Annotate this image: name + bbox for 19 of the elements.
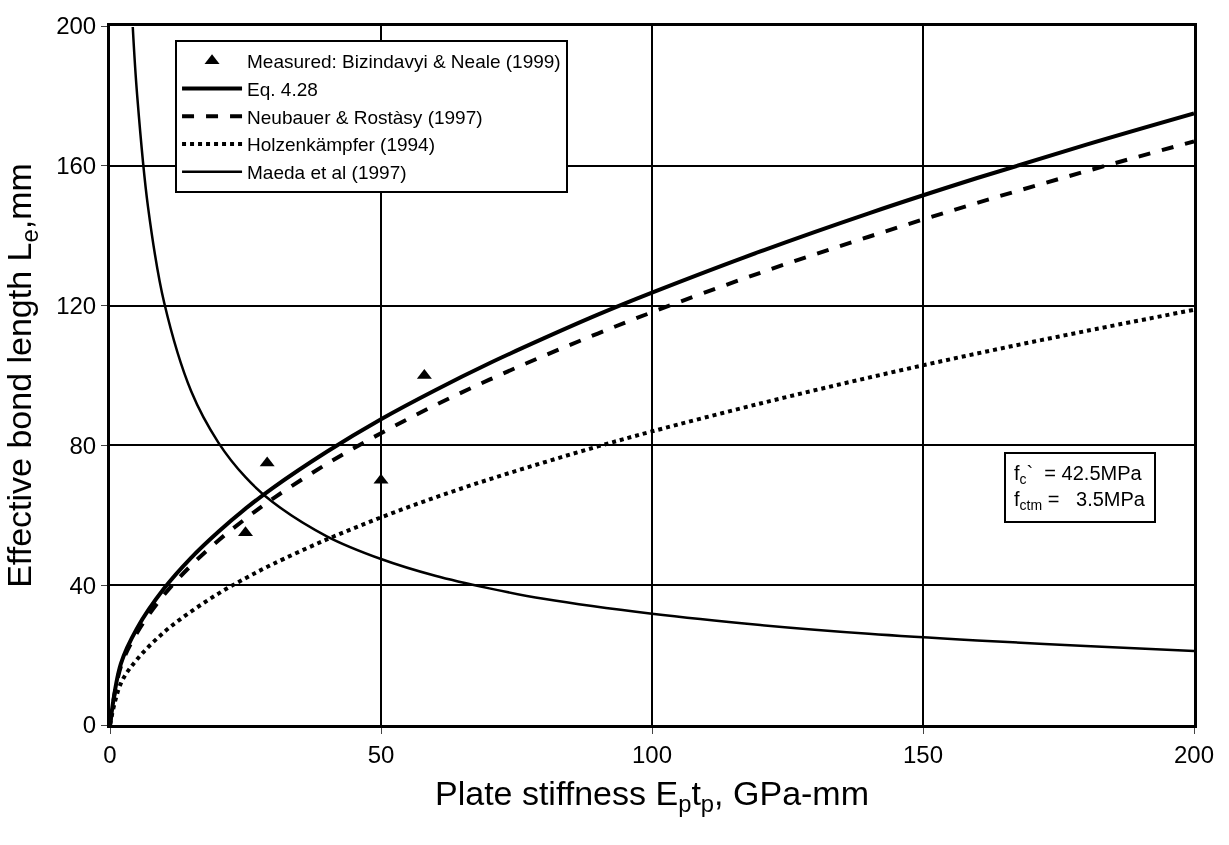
x-axis-title: Plate stiffness E$_{p}$t$_{p}$, GPa-mm xyxy=(434,774,870,818)
x-tick-label: 0 xyxy=(103,740,117,768)
legend-label: Neubauer & Rostàsy (1997) xyxy=(247,106,483,128)
annotation: f$_{ctm}$ = 3.5MPa xyxy=(1014,488,1146,514)
x-tick-label: 200 xyxy=(1173,740,1215,768)
legend-label: Measured: Bizindavyi & Neale (1999) xyxy=(247,51,561,73)
y-tick-label: 120 xyxy=(56,292,97,319)
legend-label: Maeda et al (1997) xyxy=(247,162,407,184)
y-tick-label: 40 xyxy=(69,571,97,599)
x-tick-label: 50 xyxy=(367,740,395,768)
y-tick-label: 0 xyxy=(82,711,97,739)
y-tick-label: 80 xyxy=(69,431,97,459)
legend-label: Eq. 4.28 xyxy=(247,78,318,100)
y-tick-label: 160 xyxy=(56,152,97,180)
y-tick-label: 200 xyxy=(56,12,97,40)
legend-label: Holzenkämpfer (1994) xyxy=(247,134,436,156)
x-tick-label: 100 xyxy=(631,740,673,768)
annotation: f$_{c}$` = 42.5MPa xyxy=(1014,462,1143,488)
x-tick-label: 150 xyxy=(902,740,944,768)
